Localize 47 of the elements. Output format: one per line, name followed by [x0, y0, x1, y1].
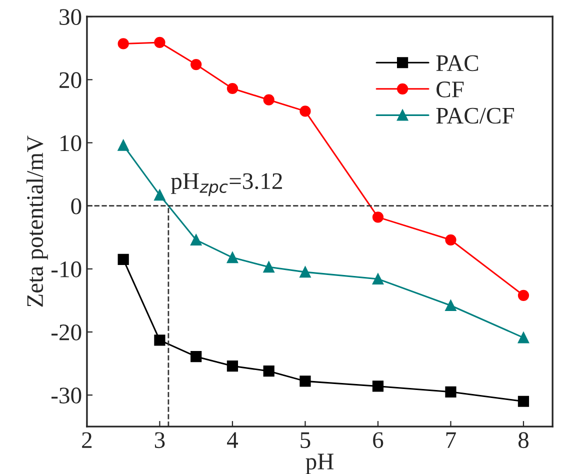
y-tick-label: 0: [71, 198, 82, 214]
point: [118, 38, 129, 50]
point: [118, 140, 129, 151]
point: [372, 380, 384, 392]
point: [445, 300, 456, 312]
point: [154, 190, 166, 201]
x-tick-label: 3: [154, 432, 165, 448]
point: [263, 366, 274, 377]
point: [226, 82, 238, 94]
point: [372, 212, 384, 223]
y-tick-label: -30: [52, 388, 82, 404]
point: [300, 106, 311, 117]
point: [190, 351, 202, 362]
x-tick-label: 4: [227, 432, 238, 448]
legend-label: CF: [436, 82, 464, 98]
y-tick-label: -20: [52, 324, 82, 340]
point: [226, 360, 238, 372]
point: [372, 273, 384, 285]
point: [300, 266, 311, 278]
point: [154, 334, 166, 346]
point: [518, 332, 530, 344]
point: [518, 290, 530, 301]
y-tick-label: 30: [60, 9, 82, 26]
x-tick-label: 2: [82, 432, 92, 448]
point: [154, 36, 166, 48]
point: [445, 386, 456, 398]
point: [300, 376, 311, 387]
point: [518, 396, 530, 407]
point: [118, 254, 129, 265]
x-tick-label: 7: [446, 432, 456, 448]
y-axis-title: Zeta potential/mV: [26, 136, 48, 307]
y-tick-label: 10: [60, 135, 82, 152]
point: [190, 234, 202, 246]
x-tick-label: 6: [373, 432, 384, 448]
legend-label: PAC: [436, 55, 478, 72]
point: [445, 234, 456, 246]
x-axis-title: pH: [306, 454, 334, 474]
point: [263, 261, 274, 273]
point: [226, 252, 238, 264]
point: [263, 94, 274, 106]
point: [190, 58, 202, 70]
legend-label: PAC/CF: [436, 108, 514, 124]
y-tick-label: 20: [60, 72, 82, 88]
x-tick-label: 8: [518, 432, 528, 448]
x-tick-label: 5: [300, 432, 310, 448]
y-tick-label: -10: [52, 261, 82, 278]
ref-line-label: pH$_{zpc}$=3.12: [171, 173, 282, 196]
